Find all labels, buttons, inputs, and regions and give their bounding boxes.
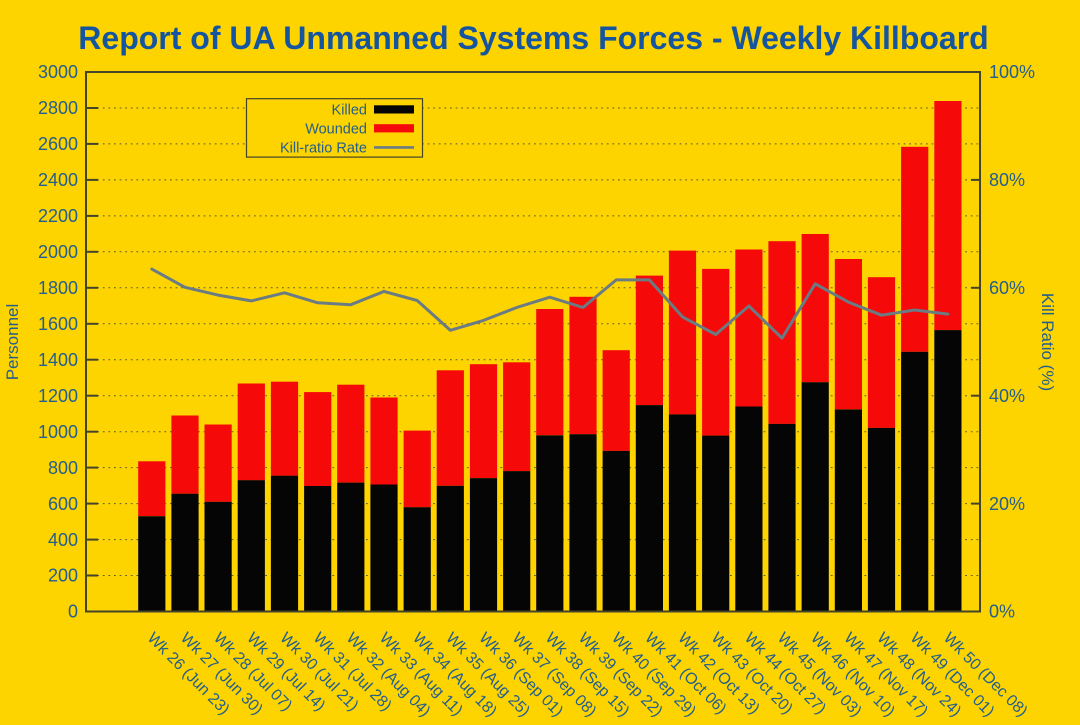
svg-text:100%: 100%	[989, 62, 1035, 82]
svg-text:Kill Ratio (%): Kill Ratio (%)	[1038, 293, 1057, 391]
svg-text:2400: 2400	[38, 170, 78, 190]
svg-text:1400: 1400	[38, 350, 78, 370]
svg-text:400: 400	[48, 530, 78, 550]
svg-text:Personnel: Personnel	[3, 304, 22, 381]
svg-text:60%: 60%	[989, 278, 1025, 298]
svg-text:1000: 1000	[38, 422, 78, 442]
svg-text:800: 800	[48, 458, 78, 478]
svg-text:Kill-ratio Rate: Kill-ratio Rate	[280, 140, 367, 156]
svg-text:Wounded: Wounded	[305, 121, 367, 137]
svg-text:0%: 0%	[989, 602, 1015, 622]
svg-text:200: 200	[48, 566, 78, 586]
svg-text:1600: 1600	[38, 314, 78, 334]
svg-text:3000: 3000	[38, 62, 78, 82]
svg-text:1200: 1200	[38, 386, 78, 406]
svg-text:2000: 2000	[38, 242, 78, 262]
svg-text:600: 600	[48, 494, 78, 514]
svg-text:80%: 80%	[989, 170, 1025, 190]
svg-text:40%: 40%	[989, 386, 1025, 406]
svg-text:20%: 20%	[989, 494, 1025, 514]
svg-text:Report of UA Unmanned Systems: Report of UA Unmanned Systems Forces - W…	[78, 20, 988, 56]
svg-text:1800: 1800	[38, 278, 78, 298]
svg-text:2800: 2800	[38, 98, 78, 118]
svg-text:2200: 2200	[38, 206, 78, 226]
svg-text:0: 0	[68, 602, 78, 622]
svg-text:Killed: Killed	[332, 102, 367, 118]
svg-text:2600: 2600	[38, 134, 78, 154]
